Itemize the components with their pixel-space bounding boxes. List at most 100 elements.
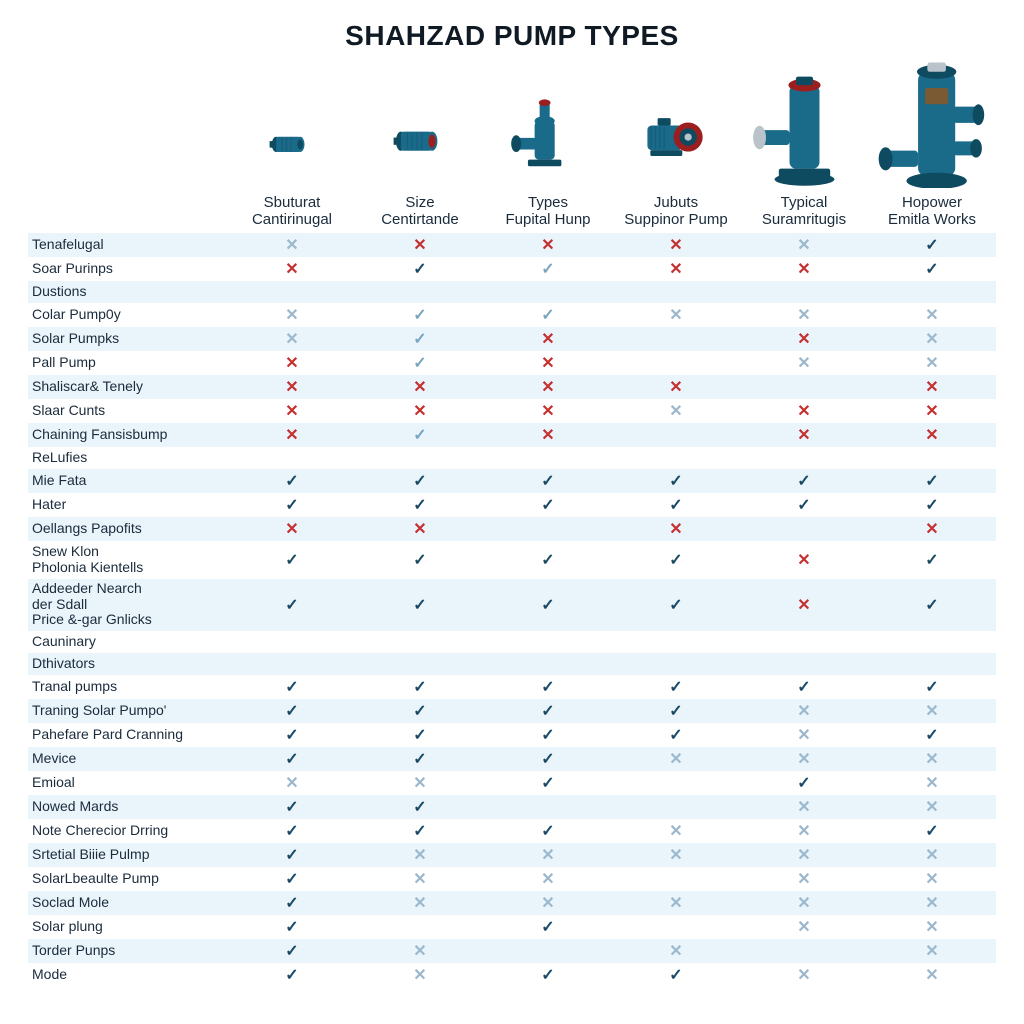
cell-mark: ✕ <box>356 233 484 257</box>
cell-mark: ✓ <box>356 351 484 375</box>
cell-mark: ✓ <box>484 915 612 939</box>
cell-mark <box>868 653 996 675</box>
cell-mark: ✓ <box>228 579 356 631</box>
cell-mark: ✓ <box>228 891 356 915</box>
cell-mark: ✓ <box>484 699 612 723</box>
cell-mark <box>740 653 868 675</box>
cell-mark: ✓ <box>868 675 996 699</box>
cell-mark: ✕ <box>228 423 356 447</box>
table-row: Oellangs Papofits✕✕✕✕ <box>28 517 996 541</box>
cell-mark: ✓ <box>228 939 356 963</box>
feature-label: Mie Fata <box>28 469 228 493</box>
cell-mark: ✓ <box>228 843 356 867</box>
cell-mark: ✕ <box>612 303 740 327</box>
cell-mark: ✕ <box>228 327 356 351</box>
cell-mark <box>356 915 484 939</box>
cell-mark: ✕ <box>356 963 484 987</box>
cell-mark: ✕ <box>356 375 484 399</box>
cell-mark: ✕ <box>356 399 484 423</box>
pump-column-label: Types Fupital Hunp <box>505 194 590 229</box>
cell-mark <box>612 771 740 795</box>
cell-mark: ✕ <box>868 915 996 939</box>
cell-mark: ✕ <box>740 915 868 939</box>
feature-label: Soar Purinps <box>28 257 228 281</box>
pump-label-line1: Sbuturat <box>252 194 332 211</box>
cell-mark <box>868 281 996 303</box>
cell-mark <box>740 631 868 653</box>
cell-mark: ✕ <box>612 233 740 257</box>
page-root: SHAHZAD PUMP TYPES Sbuturat Cantirinugal <box>0 0 1024 997</box>
cell-mark: ✓ <box>228 541 356 579</box>
cell-mark: ✕ <box>740 579 868 631</box>
cell-mark: ✕ <box>868 747 996 771</box>
cell-mark: ✓ <box>484 819 612 843</box>
cell-mark <box>740 517 868 541</box>
feature-label: Dthivators <box>28 653 228 675</box>
cell-mark: ✓ <box>356 493 484 517</box>
pump-icon <box>751 58 858 188</box>
cell-mark: ✕ <box>740 723 868 747</box>
cell-mark: ✕ <box>868 303 996 327</box>
feature-label: Dustions <box>28 281 228 303</box>
feature-label: Shaliscar& Tenely <box>28 375 228 399</box>
table-row: SolarLbeaulte Pump✓✕✕✕✕ <box>28 867 996 891</box>
cell-mark: ✓ <box>228 963 356 987</box>
cell-mark: ✕ <box>740 843 868 867</box>
cell-mark <box>612 423 740 447</box>
cell-mark: ✓ <box>228 723 356 747</box>
cell-mark: ✓ <box>356 675 484 699</box>
cell-mark: ✓ <box>612 723 740 747</box>
cell-mark: ✕ <box>868 375 996 399</box>
cell-mark <box>740 447 868 469</box>
feature-label: Emioal <box>28 771 228 795</box>
cell-mark: ✓ <box>228 795 356 819</box>
pump-icon <box>265 58 320 188</box>
cell-mark: ✕ <box>868 517 996 541</box>
table-row: Addeeder Nearch der Sdall Price &-gar Gn… <box>28 579 996 631</box>
cell-mark: ✕ <box>356 891 484 915</box>
pump-label-line2: Cantirinugal <box>252 211 332 228</box>
cell-mark: ✓ <box>612 675 740 699</box>
cell-mark: ✕ <box>228 517 356 541</box>
cell-mark <box>612 795 740 819</box>
cell-mark: ✕ <box>484 351 612 375</box>
pump-label-line2: Fupital Hunp <box>505 211 590 228</box>
cell-mark: ✕ <box>740 303 868 327</box>
cell-mark: ✕ <box>356 939 484 963</box>
cell-mark: ✓ <box>868 469 996 493</box>
cell-mark: ✓ <box>740 493 868 517</box>
cell-mark <box>484 447 612 469</box>
table-row: Torder Punps✓✕✕✕ <box>28 939 996 963</box>
feature-label: Cauninary <box>28 631 228 653</box>
pump-column-c1: Sbuturat Cantirinugal <box>228 58 356 229</box>
cell-mark: ✕ <box>868 795 996 819</box>
pump-column-label: Size Centirtande <box>381 194 459 229</box>
pump-column-c3: Types Fupital Hunp <box>484 58 612 229</box>
cell-mark: ✕ <box>356 517 484 541</box>
feature-label: Torder Punps <box>28 939 228 963</box>
cell-mark: ✕ <box>740 819 868 843</box>
cell-mark: ✓ <box>868 723 996 747</box>
cell-mark <box>228 653 356 675</box>
cell-mark: ✕ <box>612 257 740 281</box>
table-row: Note Cherecior Drring✓✓✓✕✕✓ <box>28 819 996 843</box>
cell-mark: ✓ <box>484 493 612 517</box>
cell-mark <box>868 631 996 653</box>
cell-mark: ✕ <box>740 327 868 351</box>
pump-column-label: Typical Suramritugis <box>762 194 846 229</box>
cell-mark <box>612 653 740 675</box>
cell-mark: ✕ <box>868 939 996 963</box>
feature-label: Solar plung <box>28 915 228 939</box>
pump-icon <box>640 58 713 188</box>
cell-mark: ✕ <box>228 771 356 795</box>
cell-mark: ✓ <box>484 541 612 579</box>
cell-mark: ✕ <box>228 399 356 423</box>
pump-label-line2: Suramritugis <box>762 211 846 228</box>
cell-mark: ✕ <box>228 233 356 257</box>
cell-mark: ✓ <box>356 469 484 493</box>
table-row: Slaar Cunts✕✕✕✕✕✕ <box>28 399 996 423</box>
cell-mark: ✓ <box>228 699 356 723</box>
cell-mark: ✕ <box>868 891 996 915</box>
cell-mark: ✕ <box>228 351 356 375</box>
cell-mark: ✓ <box>228 819 356 843</box>
